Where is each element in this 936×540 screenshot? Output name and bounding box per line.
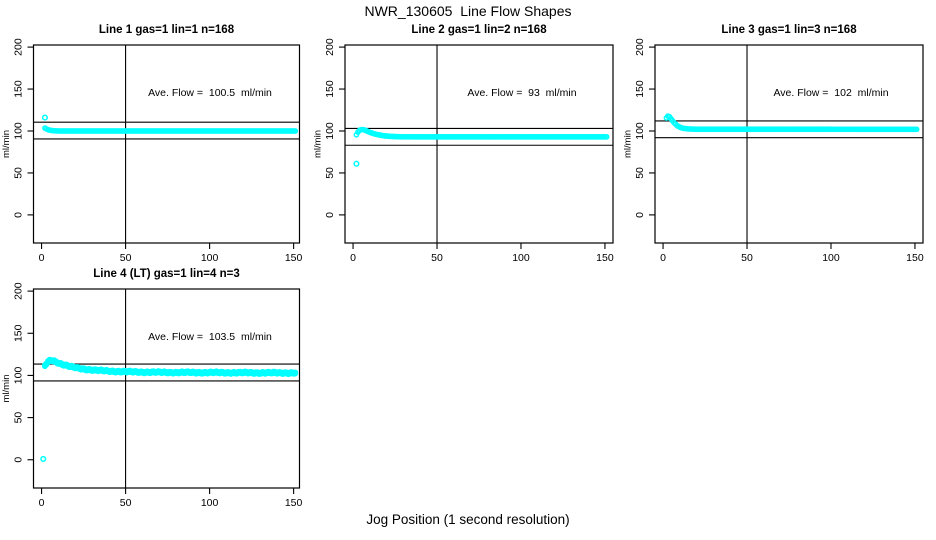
y-tick-label: 100 (634, 122, 646, 140)
y-tick-label: 100 (13, 367, 25, 385)
data-point (292, 369, 299, 376)
outlier-point (40, 455, 47, 462)
x-tick-label: 0 (660, 252, 666, 264)
subplot-1-ave-flow-annotation: Ave. Flow = 100.5 ml/min (148, 87, 272, 99)
x-tick-label: 100 (512, 252, 530, 264)
y-tick-label: 50 (13, 167, 25, 179)
y-tick-label: 0 (324, 212, 336, 218)
plot-border (344, 44, 614, 244)
x-tick-label: 150 (906, 252, 924, 264)
x-tick-label: 50 (741, 252, 753, 264)
subplot-1-title: Line 1 gas=1 lin=1 n=168 (98, 24, 235, 36)
y-tick-label: 0 (634, 212, 646, 218)
outlier-point (353, 160, 360, 167)
subplot-2-ave-flow-annotation: Ave. Flow = 93 ml/min (467, 87, 577, 99)
y-tick-label: 0 (13, 457, 25, 463)
y-tick-label: 50 (324, 167, 336, 179)
x-tick-label: 100 (201, 497, 219, 509)
data-point (603, 134, 610, 140)
subplot-4: 0 50 100 150 0 50 100 150 200 ml/min (1, 282, 303, 509)
x-tick-label: 0 (350, 252, 356, 264)
subplot-4-ave-flow-annotation: Ave. Flow = 103.5 ml/min (148, 331, 272, 343)
data-series (40, 356, 299, 462)
y-tick-label: 150 (13, 324, 25, 342)
y-tick-label: 50 (13, 412, 25, 424)
y-tick-label: 200 (324, 38, 336, 56)
y-tick-label: 200 (13, 282, 25, 300)
x-tick-label: 50 (120, 497, 132, 509)
subplot-3-ave-flow-annotation: Ave. Flow = 102 ml/min (773, 87, 889, 99)
subplot-2: 0 50 100 150 0 50 100 150 200 ml/min (313, 38, 614, 264)
y-axis-label: ml/min (313, 130, 324, 158)
subplot-2-title: Line 2 gas=1 lin=2 n=168 (411, 24, 547, 36)
y-tick-label: 200 (13, 38, 25, 56)
x-tick-label: 50 (431, 252, 443, 264)
x-tick-label: 150 (596, 252, 614, 264)
y-tick-label: 150 (634, 80, 646, 98)
y-axis-label: ml/min (1, 375, 12, 403)
y-tick-label: 150 (13, 80, 25, 98)
data-series (663, 113, 920, 133)
y-tick-label: 50 (634, 167, 646, 179)
y-tick-label: 200 (634, 38, 646, 56)
x-tick-label: 150 (285, 497, 303, 509)
y-tick-label: 0 (13, 212, 25, 218)
plot-border (32, 288, 301, 489)
outlier-point (41, 114, 48, 121)
data-series (41, 114, 299, 134)
subplot-4-title: Line 4 (LT) gas=1 lin=4 n=3 (93, 268, 240, 280)
subplot-1: 0 50 100 150 0 50 100 150 200 ml/min (1, 38, 303, 264)
y-tick-label: 150 (324, 80, 336, 98)
x-tick-label: 0 (39, 497, 45, 509)
subplot-3: 0 50 100 150 0 50 100 150 200 ml/min (623, 38, 924, 264)
x-tick-label: 150 (285, 252, 303, 264)
x-tick-label: 100 (201, 252, 219, 264)
x-tick-label: 50 (120, 252, 132, 264)
y-tick-label: 100 (324, 122, 336, 140)
x-axis-label: Jog Position (1 second resolution) (366, 512, 570, 527)
data-point (292, 128, 299, 134)
y-axis-label: ml/min (1, 130, 12, 158)
plot-border (32, 44, 301, 244)
y-tick-label: 100 (13, 122, 25, 140)
x-tick-label: 0 (39, 252, 45, 264)
data-point (913, 126, 920, 133)
figure-title: NWR_130605 Line Flow Shapes (364, 3, 572, 19)
subplot-3-title: Line 3 gas=1 lin=3 n=168 (721, 24, 857, 36)
y-axis-label: ml/min (623, 130, 634, 158)
plot-border (654, 44, 924, 244)
data-series (353, 126, 610, 167)
x-tick-label: 100 (822, 252, 840, 264)
